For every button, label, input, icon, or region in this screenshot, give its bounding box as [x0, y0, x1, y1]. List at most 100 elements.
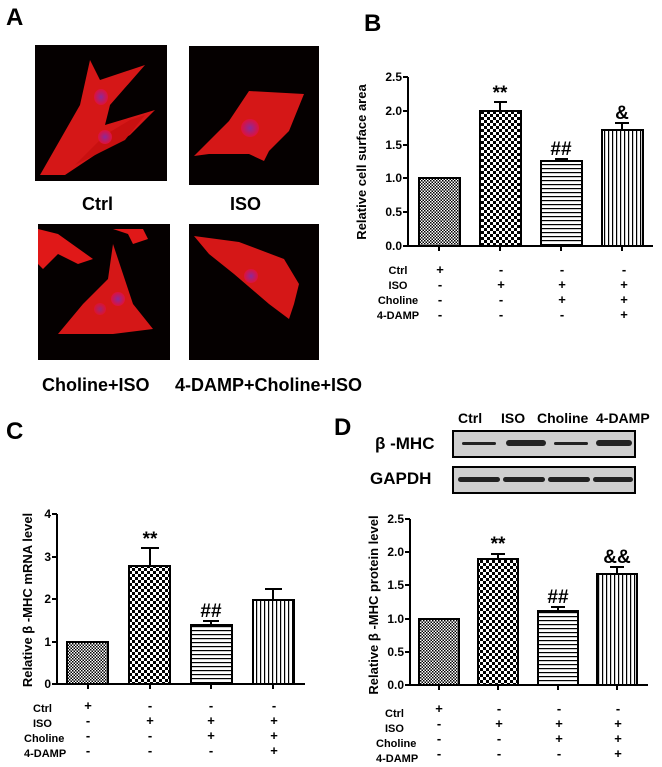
svg-text:-: -	[148, 728, 152, 743]
chart-c-ylabel: Relative β -MHC mRNA level	[20, 513, 35, 687]
bar-choline-iso	[190, 624, 233, 685]
svg-text:Ctrl: Ctrl	[389, 265, 408, 277]
bar-choline-iso	[537, 610, 579, 686]
bar-ctrl	[418, 618, 460, 686]
svg-text:-: -	[438, 292, 442, 307]
chart-b-ytick: 2.5	[385, 70, 402, 84]
svg-text:-: -	[148, 698, 152, 713]
svg-text:Choline: Choline	[24, 733, 64, 745]
svg-text:1.0: 1.0	[387, 612, 404, 626]
svg-text:Choline: Choline	[376, 738, 416, 750]
panel-a-letter: A	[6, 4, 24, 31]
svg-text:Ctrl: Ctrl	[33, 703, 52, 715]
chart-b-ytick: 1.0	[385, 171, 402, 185]
bar-iso	[477, 558, 519, 686]
svg-text:4: 4	[44, 507, 51, 521]
svg-text:ISO: ISO	[33, 718, 52, 730]
bar-ctrl	[66, 641, 109, 685]
svg-text:-: -	[622, 262, 626, 277]
svg-text:-: -	[437, 716, 441, 731]
annotation: ##	[200, 601, 222, 622]
svg-text:-: -	[438, 307, 442, 322]
svg-text:-: -	[437, 731, 441, 746]
svg-text:+: +	[146, 713, 154, 728]
annotation: &	[615, 103, 629, 124]
panel-c-letter: C	[6, 418, 24, 445]
svg-text:-: -	[86, 728, 90, 743]
svg-text:+: +	[270, 728, 278, 743]
annotation: **	[493, 83, 508, 104]
lane-label-4damp: 4-DAMP	[596, 410, 650, 426]
svg-text:+: +	[435, 701, 443, 716]
svg-text:+: +	[558, 292, 566, 307]
svg-text:Choline: Choline	[378, 295, 418, 307]
micrograph-iso	[189, 46, 319, 185]
chart-d-ylabel: Relative β -MHC protein level	[366, 515, 381, 694]
panel-d-letter: D	[334, 414, 352, 441]
annotation: ##	[550, 139, 572, 160]
svg-text:-: -	[560, 307, 564, 322]
svg-text:+: +	[614, 746, 622, 761]
caption-ctrl: Ctrl	[82, 194, 113, 214]
svg-text:+: +	[620, 292, 628, 307]
lane-label-iso: ISO	[501, 410, 526, 426]
svg-text:+: +	[555, 716, 563, 731]
blot-label-bmhc: β -MHC	[375, 434, 435, 453]
svg-text:-: -	[497, 746, 501, 761]
svg-text:0.5: 0.5	[387, 645, 404, 659]
chart-b-ytick: 1.5	[385, 138, 402, 152]
svg-text:-: -	[497, 731, 501, 746]
svg-text:+: +	[84, 698, 92, 713]
svg-text:2.0: 2.0	[387, 545, 404, 559]
bar-iso	[128, 565, 171, 685]
svg-text:1: 1	[44, 635, 51, 649]
svg-text:0.0: 0.0	[387, 678, 404, 692]
bar-choline-iso	[540, 160, 583, 247]
svg-text:-: -	[437, 746, 441, 761]
svg-text:+: +	[207, 713, 215, 728]
svg-text:-: -	[499, 307, 503, 322]
svg-text:-: -	[438, 277, 442, 292]
svg-text:+: +	[207, 728, 215, 743]
bar-ctrl	[418, 177, 461, 247]
blot-bmhc	[452, 430, 636, 458]
annotation: **	[491, 534, 506, 555]
chart-b-ylabel: Relative cell surface area	[354, 84, 369, 240]
svg-text:+: +	[620, 277, 628, 292]
svg-text:+: +	[558, 277, 566, 292]
svg-text:+: +	[436, 262, 444, 277]
svg-text:2: 2	[44, 592, 51, 606]
svg-text:-: -	[557, 701, 561, 716]
svg-text:ISO: ISO	[389, 280, 408, 292]
bar-4damp	[596, 573, 638, 686]
micrograph-choline-iso	[38, 224, 170, 360]
caption-iso: ISO	[230, 194, 262, 214]
lane-label-ctrl: Ctrl	[458, 410, 483, 426]
svg-text:+: +	[614, 716, 622, 731]
svg-text:-: -	[560, 262, 564, 277]
svg-text:-: -	[499, 292, 503, 307]
svg-text:-: -	[86, 743, 90, 758]
bar-4damp	[601, 129, 644, 247]
chart-b-ytick: 2.0	[385, 104, 402, 118]
svg-text:3: 3	[44, 550, 51, 564]
svg-text:+: +	[555, 731, 563, 746]
svg-text:+: +	[497, 277, 505, 292]
svg-text:0: 0	[44, 677, 51, 691]
caption-4damp-choline-iso: 4-DAMP+Choline+ISO	[175, 375, 363, 395]
bar-4damp	[252, 599, 295, 685]
micrograph-4damp-choline-iso	[189, 224, 319, 360]
svg-text:Ctrl: Ctrl	[385, 708, 404, 720]
svg-text:-: -	[86, 713, 90, 728]
annotation: ##	[547, 587, 569, 608]
chart-c: Relative β -MHC mRNA level 0 1 2 3 4 ** …	[20, 507, 305, 760]
lane-label-choline: Choline	[537, 410, 589, 426]
svg-text:1.5: 1.5	[387, 578, 404, 592]
panel-b-letter: B	[364, 10, 382, 37]
svg-text:-: -	[272, 698, 276, 713]
chart-b-ytick: 0.0	[385, 239, 402, 253]
caption-choline-iso: Choline+ISO	[42, 375, 150, 395]
svg-text:-: -	[616, 701, 620, 716]
svg-text:4-DAMP: 4-DAMP	[377, 310, 419, 322]
svg-text:+: +	[614, 731, 622, 746]
